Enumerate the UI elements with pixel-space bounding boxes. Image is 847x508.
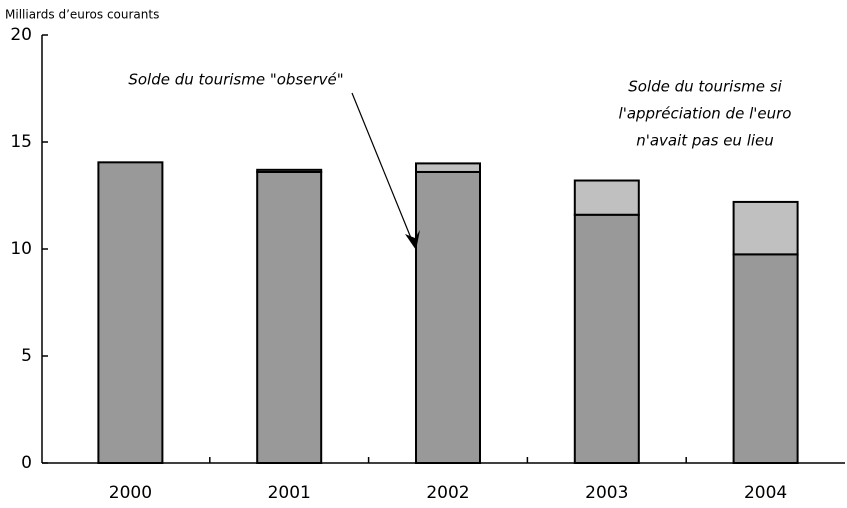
x-tick-label: 2004 bbox=[744, 483, 787, 503]
bar-segment bbox=[415, 162, 481, 173]
y-tick-label: 0 bbox=[21, 453, 32, 473]
y-axis-label: Milliards d’euros courants bbox=[5, 8, 159, 22]
x-tick-label: 2000 bbox=[109, 483, 152, 503]
bar-segment bbox=[732, 253, 799, 464]
x-tick-label: 2001 bbox=[268, 483, 311, 503]
y-tick-label: 15 bbox=[10, 132, 32, 152]
annotation: Solde du tourisme "observé" bbox=[128, 71, 343, 89]
y-tick-label: 10 bbox=[10, 239, 32, 259]
y-tick-label: 20 bbox=[10, 25, 32, 45]
bar-segment bbox=[732, 200, 799, 256]
annotation: n'avait pas eu lieu bbox=[636, 132, 774, 150]
arrow-head bbox=[405, 230, 420, 250]
annotation: l'appréciation de l'euro bbox=[619, 105, 792, 123]
x-tick-label: 2002 bbox=[426, 483, 469, 503]
x-tick-label: 2003 bbox=[585, 483, 628, 503]
annotation: Solde du tourisme si bbox=[628, 78, 782, 96]
annotation-arrow bbox=[351, 92, 414, 244]
bar-segment bbox=[256, 170, 323, 465]
y-tick-label: 5 bbox=[21, 346, 32, 366]
bar-segment bbox=[256, 168, 323, 173]
bar-segment bbox=[573, 179, 640, 216]
bar-segment bbox=[97, 161, 164, 465]
bar-segment bbox=[573, 213, 640, 464]
bar-segment bbox=[415, 170, 481, 465]
